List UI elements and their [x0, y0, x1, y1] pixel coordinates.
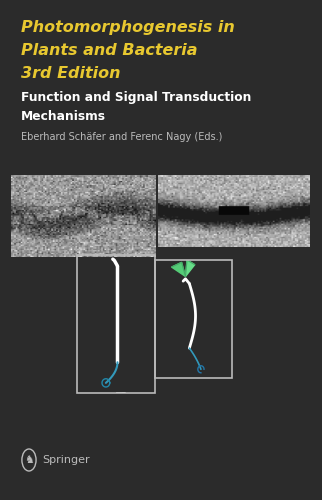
Text: Mechanisms: Mechanisms — [21, 110, 106, 123]
Text: Function and Signal Transduction: Function and Signal Transduction — [21, 91, 251, 104]
Text: 3rd Edition: 3rd Edition — [21, 66, 120, 81]
Text: Springer: Springer — [42, 455, 90, 465]
Bar — [77, 255, 155, 392]
Text: Photomorphogenesis in: Photomorphogenesis in — [21, 20, 235, 35]
Text: ♞: ♞ — [24, 455, 34, 465]
Bar — [155, 260, 232, 378]
Text: Eberhard Schäfer and Ferenc Nagy (Eds.): Eberhard Schäfer and Ferenc Nagy (Eds.) — [21, 132, 222, 141]
Text: Plants and Bacteria: Plants and Bacteria — [21, 43, 197, 58]
